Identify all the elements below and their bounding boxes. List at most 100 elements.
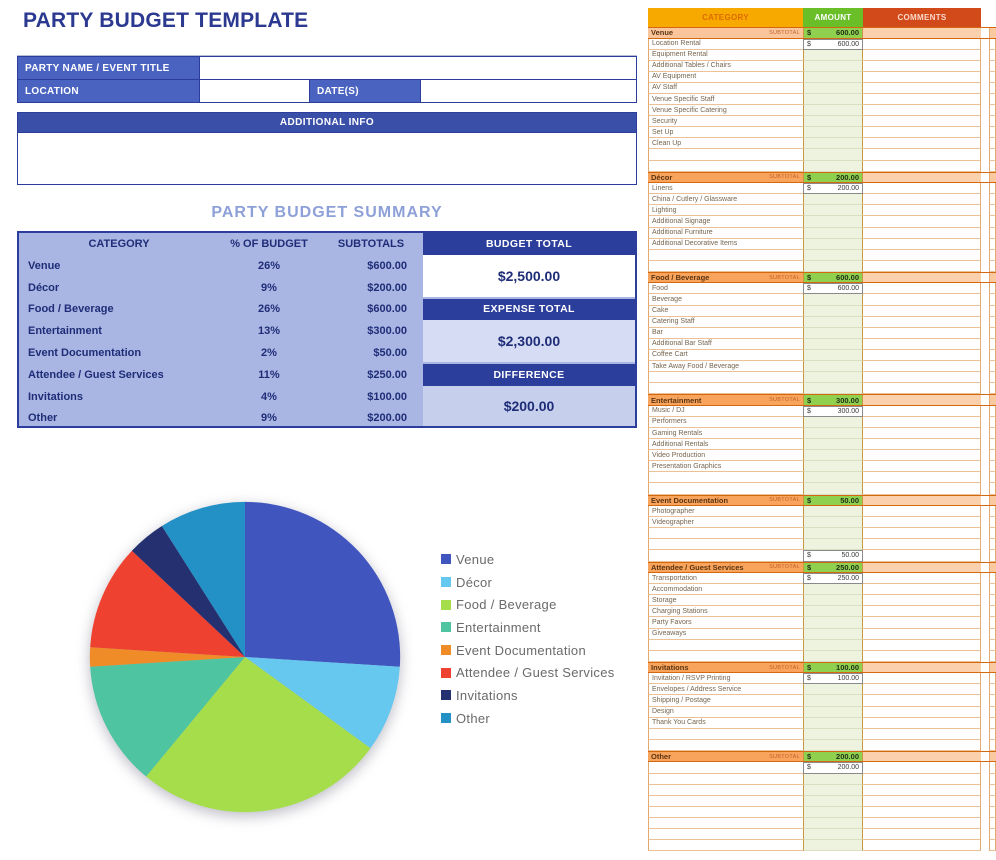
party-name-cell[interactable] (200, 56, 637, 80)
comment-cell[interactable] (863, 472, 981, 484)
comment-cell[interactable] (863, 684, 981, 696)
comment-cell[interactable] (863, 450, 981, 462)
amount-cell[interactable] (803, 773, 863, 785)
comment-cell[interactable] (863, 138, 981, 150)
comment-cell[interactable] (863, 739, 981, 751)
comment-cell[interactable] (863, 116, 981, 128)
amount-cell[interactable] (803, 71, 863, 83)
item-label-cell[interactable]: Storage (648, 595, 803, 607)
comment-cell[interactable] (863, 628, 981, 640)
dates-cell[interactable] (421, 79, 637, 103)
item-label-cell[interactable] (648, 372, 803, 384)
item-label-cell[interactable] (648, 773, 803, 785)
amount-cell[interactable] (803, 795, 863, 807)
item-label-cell[interactable] (648, 639, 803, 651)
item-label-cell[interactable]: Envelopes / Address Service (648, 684, 803, 696)
item-label-cell[interactable]: Linens (648, 183, 803, 195)
item-label-cell[interactable]: Additional Signage (648, 216, 803, 228)
item-label-cell[interactable]: Transportation (648, 573, 803, 585)
comment-cell[interactable] (863, 82, 981, 94)
comment-cell[interactable] (863, 327, 981, 339)
item-label-cell[interactable]: Additional Decorative Items (648, 238, 803, 250)
item-label-cell[interactable] (648, 249, 803, 261)
comment-cell[interactable] (863, 194, 981, 206)
amount-cell[interactable] (803, 684, 863, 696)
comment-cell[interactable] (863, 249, 981, 261)
amount-cell[interactable] (803, 294, 863, 306)
party-name-input[interactable] (200, 57, 636, 79)
amount-cell[interactable] (803, 483, 863, 495)
amount-cell[interactable] (803, 338, 863, 350)
comment-cell[interactable] (863, 405, 981, 417)
item-label-cell[interactable]: Accommodation (648, 584, 803, 596)
comment-cell[interactable] (863, 639, 981, 651)
amount-cell[interactable] (803, 327, 863, 339)
comment-cell[interactable] (863, 840, 981, 852)
comment-cell[interactable] (863, 294, 981, 306)
item-label-cell[interactable]: Performers (648, 416, 803, 428)
additional-info-box[interactable] (17, 133, 637, 185)
item-label-cell[interactable]: Additional Furniture (648, 227, 803, 239)
amount-cell[interactable] (803, 316, 863, 328)
item-label-cell[interactable]: Design (648, 706, 803, 718)
amount-cell[interactable]: $600.00 (803, 283, 863, 295)
item-label-cell[interactable]: Thank You Cards (648, 717, 803, 729)
item-label-cell[interactable]: AV Staff (648, 82, 803, 94)
comment-cell[interactable] (863, 260, 981, 272)
comment-cell[interactable] (863, 483, 981, 495)
amount-cell[interactable] (803, 695, 863, 707)
item-label-cell[interactable]: Additional Rentals (648, 439, 803, 451)
amount-cell[interactable] (803, 606, 863, 618)
amount-cell[interactable] (803, 383, 863, 395)
comment-cell[interactable] (863, 316, 981, 328)
comment-cell[interactable] (863, 539, 981, 551)
amount-cell[interactable] (803, 249, 863, 261)
item-label-cell[interactable]: Food (648, 283, 803, 295)
item-label-cell[interactable]: Cake (648, 305, 803, 317)
amount-cell[interactable]: $100.00 (803, 673, 863, 685)
item-label-cell[interactable]: Venue Specific Staff (648, 93, 803, 106)
amount-cell[interactable] (803, 416, 863, 428)
amount-cell[interactable] (803, 305, 863, 317)
comment-cell[interactable] (863, 706, 981, 718)
item-label-cell[interactable]: AV Equipment (648, 71, 803, 83)
amount-cell[interactable] (803, 472, 863, 484)
item-label-cell[interactable] (648, 160, 803, 172)
comment-cell[interactable] (863, 728, 981, 740)
comment-cell[interactable] (863, 383, 981, 395)
amount-cell[interactable] (803, 227, 863, 239)
comment-cell[interactable] (863, 416, 981, 428)
item-label-cell[interactable]: Equipment Rental (648, 49, 803, 61)
item-label-cell[interactable]: Video Production (648, 450, 803, 462)
comment-cell[interactable] (863, 784, 981, 796)
item-label-cell[interactable] (648, 806, 803, 818)
comment-cell[interactable] (863, 283, 981, 295)
item-label-cell[interactable]: Invitation / RSVP Printing (648, 673, 803, 685)
item-label-cell[interactable] (648, 829, 803, 841)
comment-cell[interactable] (863, 361, 981, 373)
item-label-cell[interactable]: Lighting (648, 205, 803, 217)
amount-cell[interactable]: $200.00 (803, 762, 863, 774)
amount-cell[interactable] (803, 739, 863, 751)
comment-cell[interactable] (863, 717, 981, 729)
item-label-cell[interactable]: Music / DJ (648, 405, 803, 417)
comment-cell[interactable] (863, 695, 981, 707)
amount-cell[interactable] (803, 160, 863, 172)
amount-cell[interactable] (803, 728, 863, 740)
comment-cell[interactable] (863, 49, 981, 61)
item-label-cell[interactable]: Videographer (648, 517, 803, 529)
comment-cell[interactable] (863, 338, 981, 350)
comment-cell[interactable] (863, 795, 981, 807)
amount-cell[interactable] (803, 840, 863, 852)
comment-cell[interactable] (863, 606, 981, 618)
location-input[interactable] (200, 80, 309, 102)
comment-cell[interactable] (863, 127, 981, 139)
item-label-cell[interactable]: Party Favors (648, 617, 803, 629)
amount-cell[interactable] (803, 205, 863, 217)
location-cell[interactable] (200, 79, 310, 103)
item-label-cell[interactable] (648, 762, 803, 774)
item-label-cell[interactable]: Security (648, 116, 803, 128)
item-label-cell[interactable] (648, 728, 803, 740)
comment-cell[interactable] (863, 105, 981, 117)
comment-cell[interactable] (863, 528, 981, 540)
